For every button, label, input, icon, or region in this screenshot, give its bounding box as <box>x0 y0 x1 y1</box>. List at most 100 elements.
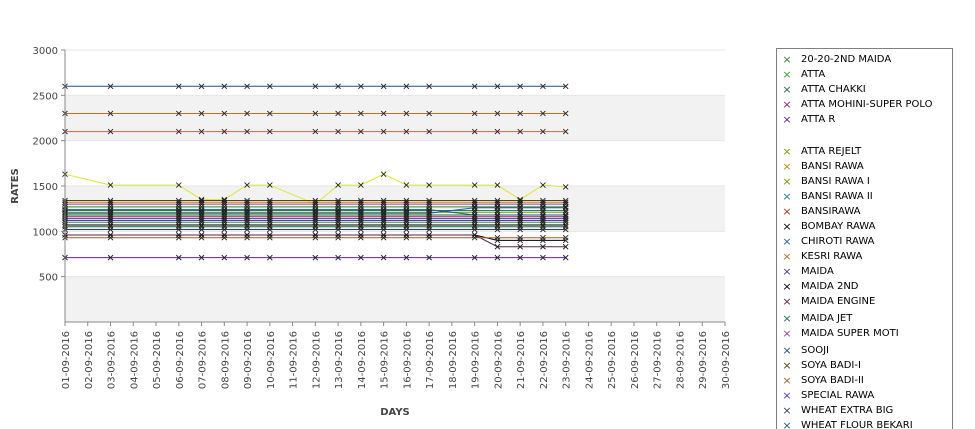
legend-label: BANSI RAWA I <box>801 176 870 187</box>
data-point <box>312 234 319 241</box>
data-point <box>267 254 273 261</box>
data-point <box>312 110 319 117</box>
data-point <box>198 83 205 90</box>
data-point <box>198 215 205 222</box>
data-point <box>335 234 341 241</box>
data-point <box>198 206 205 213</box>
data-point <box>380 83 387 90</box>
data-point <box>494 226 501 233</box>
x-tick-label: 02-09-2016 <box>84 331 95 389</box>
legend-label: BANSI RAWA <box>801 161 864 172</box>
data-point <box>517 217 523 224</box>
data-point <box>517 128 523 135</box>
data-point <box>562 217 569 224</box>
data-point <box>358 199 364 206</box>
legend-label: ATTA CHAKKI <box>801 84 866 95</box>
data-point <box>540 243 546 250</box>
legend-marker-icon: × <box>782 265 792 278</box>
data-point <box>540 254 546 261</box>
data-point <box>540 226 546 233</box>
y-tick-label: 1000 <box>33 227 58 238</box>
data-point <box>312 215 319 222</box>
data-point <box>267 234 273 241</box>
data-point <box>221 215 228 222</box>
x-tick-label: 04-09-2016 <box>129 331 140 389</box>
data-point <box>426 222 432 228</box>
grid-band <box>65 95 725 141</box>
data-point <box>540 217 546 224</box>
data-point <box>221 254 228 261</box>
data-point <box>403 110 410 117</box>
data-point <box>562 226 569 233</box>
data-point <box>403 226 410 233</box>
data-point <box>358 217 364 224</box>
legend-marker-icon: × <box>782 113 792 126</box>
x-tick-label: 27-09-2016 <box>653 331 664 389</box>
legend-label: MAIDA <box>801 266 834 277</box>
data-point <box>540 199 546 206</box>
data-point <box>426 110 432 117</box>
legend-marker-icon: × <box>782 145 792 158</box>
grid-band <box>65 186 725 232</box>
data-point <box>380 199 387 206</box>
data-point <box>335 206 341 213</box>
data-point <box>380 226 387 233</box>
data-point <box>426 199 432 206</box>
data-point <box>494 254 501 261</box>
data-point <box>107 206 114 213</box>
data-point <box>358 128 364 135</box>
data-point <box>380 217 387 224</box>
data-point <box>175 128 182 135</box>
data-point <box>380 222 387 228</box>
x-tick-label: 15-09-2016 <box>380 331 391 389</box>
data-point <box>244 110 250 117</box>
data-point <box>107 234 114 241</box>
legend-marker-icon: × <box>782 312 792 325</box>
data-point <box>244 234 250 241</box>
x-axis-title: DAYS <box>380 407 410 418</box>
data-point <box>540 83 546 90</box>
x-tick-label: 12-09-2016 <box>311 331 322 389</box>
data-point <box>312 206 319 213</box>
data-point <box>517 226 523 233</box>
legend-label: 20-20-2ND MAIDA <box>801 54 892 65</box>
data-point <box>244 226 250 233</box>
data-point <box>494 217 501 224</box>
data-point <box>335 226 341 233</box>
data-point <box>267 182 273 188</box>
data-point <box>540 222 546 228</box>
grid-band <box>65 276 725 322</box>
legend-marker-icon: × <box>782 389 792 402</box>
series-line <box>64 173 566 205</box>
data-point <box>494 199 501 206</box>
legend-label: KESRI RAWA <box>801 251 863 262</box>
data-point <box>175 215 182 222</box>
data-point <box>403 217 410 224</box>
data-point <box>312 199 319 206</box>
data-point <box>244 215 250 222</box>
y-tick-label: 1500 <box>33 182 58 193</box>
data-point <box>517 243 523 250</box>
y-tick-label: 2000 <box>33 137 58 148</box>
data-point <box>380 215 387 222</box>
series-layer <box>62 83 569 261</box>
data-point <box>175 222 182 228</box>
data-point <box>358 222 364 228</box>
x-tick-label: 18-09-2016 <box>448 331 459 389</box>
data-point <box>221 83 228 90</box>
data-point <box>358 226 364 233</box>
legend-marker-icon: × <box>782 359 792 372</box>
data-point <box>244 217 250 224</box>
data-point <box>358 197 364 204</box>
data-point <box>312 217 319 224</box>
data-point <box>403 215 410 222</box>
x-tick-label: 19-09-2016 <box>471 331 482 389</box>
data-point <box>562 197 569 204</box>
data-point <box>175 197 182 204</box>
legend-label: ATTA <box>801 69 826 80</box>
data-point <box>221 128 228 135</box>
data-point <box>494 197 501 204</box>
data-point <box>244 254 250 261</box>
legend-marker-icon: × <box>782 419 792 429</box>
data-point <box>494 182 501 188</box>
